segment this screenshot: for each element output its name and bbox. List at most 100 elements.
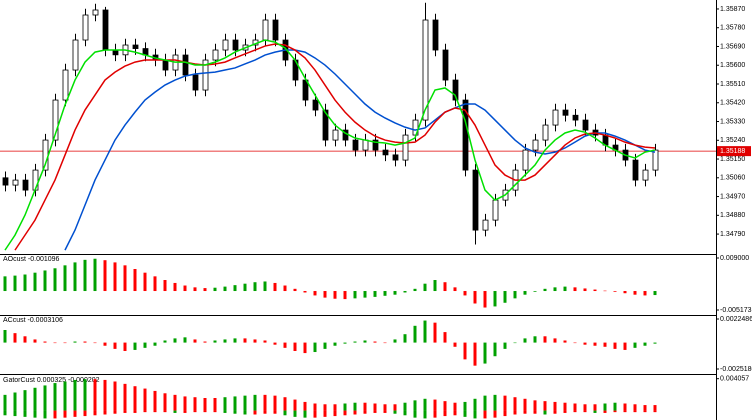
panel-title: ACcust -0.0003106: [3, 317, 63, 324]
histogram-bar: [633, 342, 637, 348]
gator-bar: [43, 385, 47, 411]
histogram-bar: [613, 342, 617, 349]
y-tick-label: 1.34790: [720, 231, 745, 238]
histogram-bar: [83, 259, 87, 292]
gator-bar: [43, 410, 47, 419]
gator-bar: [173, 394, 177, 411]
gator-bar: [253, 410, 257, 415]
gator-bar: [193, 410, 197, 413]
gator-bar: [603, 410, 607, 413]
ma-line: [14, 43, 656, 251]
candle-body: [482, 219, 489, 231]
gator-bar: [423, 398, 427, 411]
gator-bar: [23, 410, 27, 417]
gator-bar: [233, 410, 237, 414]
gator-bar: [283, 410, 287, 416]
gator-bar: [213, 410, 217, 413]
histogram-bar: [623, 291, 627, 294]
histogram-bar: [643, 342, 647, 346]
gator-bar: [83, 379, 87, 411]
candle-body: [52, 99, 59, 141]
gator-bar: [113, 410, 117, 414]
gator-bar: [193, 397, 197, 411]
histogram-bar: [183, 337, 187, 343]
candle-body: [262, 19, 269, 41]
gator-bar: [463, 410, 467, 417]
histogram-bar: [403, 334, 407, 343]
histogram-bar: [283, 285, 287, 292]
candle-body: [332, 129, 339, 141]
y-tick-label: 1.35420: [720, 100, 745, 107]
candle-body: [422, 19, 429, 121]
gator-bar: [273, 410, 277, 414]
gator-bar: [323, 410, 327, 417]
histogram-bar: [93, 342, 97, 344]
histogram-bar: [563, 286, 567, 292]
candle-body: [212, 49, 219, 61]
histogram-bar: [553, 338, 557, 343]
histogram-bar: [613, 291, 617, 292]
panel-title: GatorCust 0.000325 -0.000202: [3, 377, 100, 384]
histogram-bar: [373, 291, 377, 297]
histogram-bar: [343, 342, 347, 344]
histogram-bar: [313, 342, 317, 353]
gator-bar: [523, 410, 527, 414]
histogram-bar: [543, 336, 547, 343]
gator-bar: [493, 394, 497, 411]
histogram-bar: [163, 340, 167, 343]
gator-bar: [383, 404, 387, 411]
gator-bar: [603, 403, 607, 411]
gator-bar: [653, 410, 657, 413]
histogram-bar: [493, 342, 497, 357]
y-tick-label: 1.34880: [720, 212, 745, 219]
histogram-bar: [213, 287, 217, 292]
candle-body: [82, 14, 89, 41]
histogram-bar: [203, 341, 207, 343]
candle-body: [382, 149, 389, 156]
histogram-bar: [333, 291, 337, 299]
gator-bar: [593, 410, 597, 413]
gator-bar: [613, 402, 617, 411]
candle-body: [562, 109, 569, 116]
histogram-bar: [3, 329, 7, 343]
histogram-bar: [43, 341, 47, 343]
gator-bar: [633, 404, 637, 411]
histogram-bar: [83, 341, 87, 343]
histogram-bar: [303, 291, 307, 293]
y-tick-label: 1.34970: [720, 193, 745, 200]
histogram-bar: [63, 342, 67, 344]
histogram-bar: [13, 275, 17, 292]
gator-bar: [573, 410, 577, 413]
histogram-bar: [463, 342, 467, 360]
y-tick-label: 1.35150: [720, 156, 745, 163]
gator-bar: [583, 404, 587, 411]
histogram-bar: [163, 280, 167, 292]
candle-body: [542, 124, 549, 141]
gator-bar: [293, 399, 297, 411]
candle-body: [162, 59, 169, 71]
histogram-bar: [43, 270, 47, 292]
histogram-bar: [553, 287, 557, 292]
histogram-bar: [413, 288, 417, 292]
gator-bar: [133, 386, 137, 411]
histogram-bar: [423, 283, 427, 292]
histogram-bar: [23, 274, 27, 292]
candle-body: [572, 114, 579, 121]
histogram-bar: [403, 291, 407, 293]
gator-bar: [253, 394, 257, 411]
gator-bar: [133, 410, 137, 413]
candle-body: [362, 139, 369, 151]
histogram-bar: [653, 342, 657, 344]
y-tick-label: 1.35330: [720, 118, 745, 125]
histogram-bar: [543, 288, 547, 292]
gator-bar: [263, 410, 267, 414]
y-tick-label: 0.004057: [720, 376, 749, 383]
gator-bar: [333, 410, 337, 417]
ma-line: [64, 49, 656, 251]
histogram-bar: [593, 342, 597, 346]
histogram-bar: [63, 265, 67, 292]
gator-bar: [643, 405, 647, 411]
histogram-bar: [583, 342, 587, 345]
gator-bar: [303, 410, 307, 418]
